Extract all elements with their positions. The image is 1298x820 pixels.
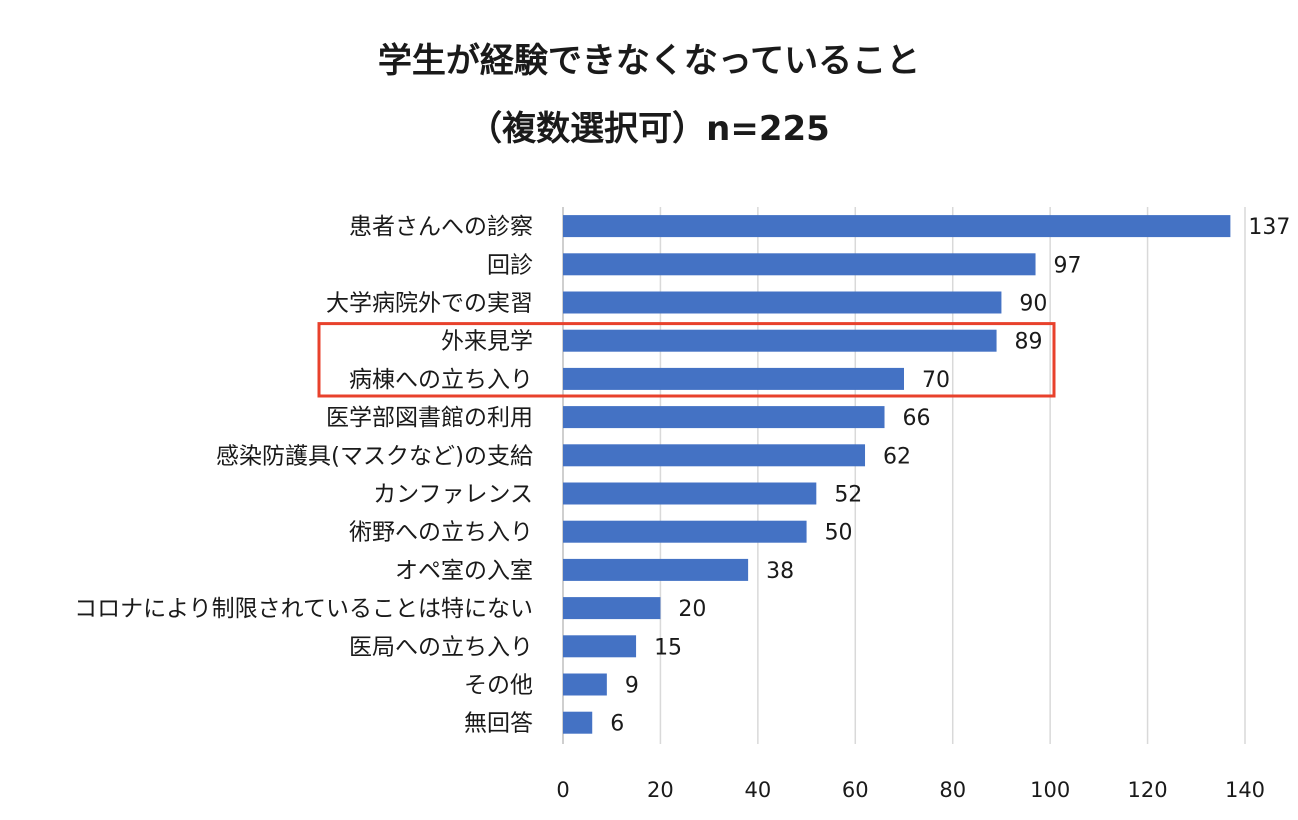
category-label: 術野への立ち入り (349, 520, 533, 546)
bar (563, 711, 593, 734)
x-tick-label: 40 (744, 778, 771, 802)
x-axis-ticks: 0 20 40 60 80 100 120 140 (556, 778, 1265, 802)
category-label: カンファレンス (373, 482, 533, 508)
highlight-box (317, 322, 1056, 398)
category-label: その他 (464, 673, 533, 699)
value-label: 90 (1019, 292, 1047, 317)
value-label: 20 (678, 597, 706, 622)
value-label: 62 (883, 444, 911, 469)
bar (563, 291, 1002, 314)
x-tick-label: 60 (842, 778, 869, 802)
value-label: 89 (1015, 330, 1043, 355)
x-tick-label: 100 (1030, 778, 1070, 802)
category-label: 感染防護具(マスクなど)の支給 (216, 443, 533, 469)
bar (563, 635, 637, 658)
category-label: 外来見学 (441, 329, 533, 355)
category-label: 無回答 (464, 711, 533, 737)
value-label: 6 (610, 712, 624, 737)
category-label: 病棟への立ち入り (349, 367, 533, 393)
category-label: 回診 (487, 252, 533, 278)
category-labels: 患者さんへの診察回診大学病院外での実習外来見学病棟への立ち入り医学部図書館の利用… (74, 214, 533, 737)
bar (563, 406, 885, 429)
category-label: 医局への立ち入り (349, 634, 533, 660)
highlight-box-layer (317, 322, 1056, 398)
bar (563, 253, 1036, 276)
value-label: 9 (625, 674, 639, 699)
value-label: 137 (1248, 215, 1290, 240)
value-label: 70 (922, 368, 950, 393)
bar (563, 558, 749, 581)
value-label: 50 (825, 521, 853, 546)
x-tick-label: 0 (556, 778, 569, 802)
value-label: 97 (1054, 253, 1082, 278)
gridlines (562, 207, 1246, 744)
category-label: 患者さんへの診察 (349, 214, 533, 240)
value-labels: 137 97 90 89 70 66 62 52 50 38 20 15 96 (610, 215, 1290, 737)
bar (563, 329, 997, 352)
bar (563, 597, 661, 620)
x-tick-label: 20 (647, 778, 674, 802)
category-label: 大学病院外での実習 (326, 291, 533, 317)
bar (563, 215, 1231, 238)
value-label: 38 (766, 559, 794, 584)
chart-title: 学生が経験できなくなっていること (378, 41, 920, 81)
x-tick-label: 120 (1128, 778, 1168, 802)
x-tick-label: 140 (1225, 778, 1265, 802)
value-label: 52 (834, 483, 862, 508)
bar (563, 482, 817, 505)
category-label: 医学部図書館の利用 (326, 405, 533, 431)
category-label: コロナにより制限されていることは特にない (74, 596, 533, 622)
category-label: オペ室の入室 (395, 558, 533, 584)
bar (563, 520, 807, 543)
bar (563, 673, 607, 696)
value-label: 66 (903, 406, 931, 431)
chart-subtitle: （複数選択可）n=225 (468, 109, 830, 149)
x-tick-label: 80 (939, 778, 966, 802)
bar (563, 367, 904, 390)
bar (563, 444, 866, 467)
value-label: 15 (654, 635, 682, 660)
bars (563, 215, 1231, 734)
